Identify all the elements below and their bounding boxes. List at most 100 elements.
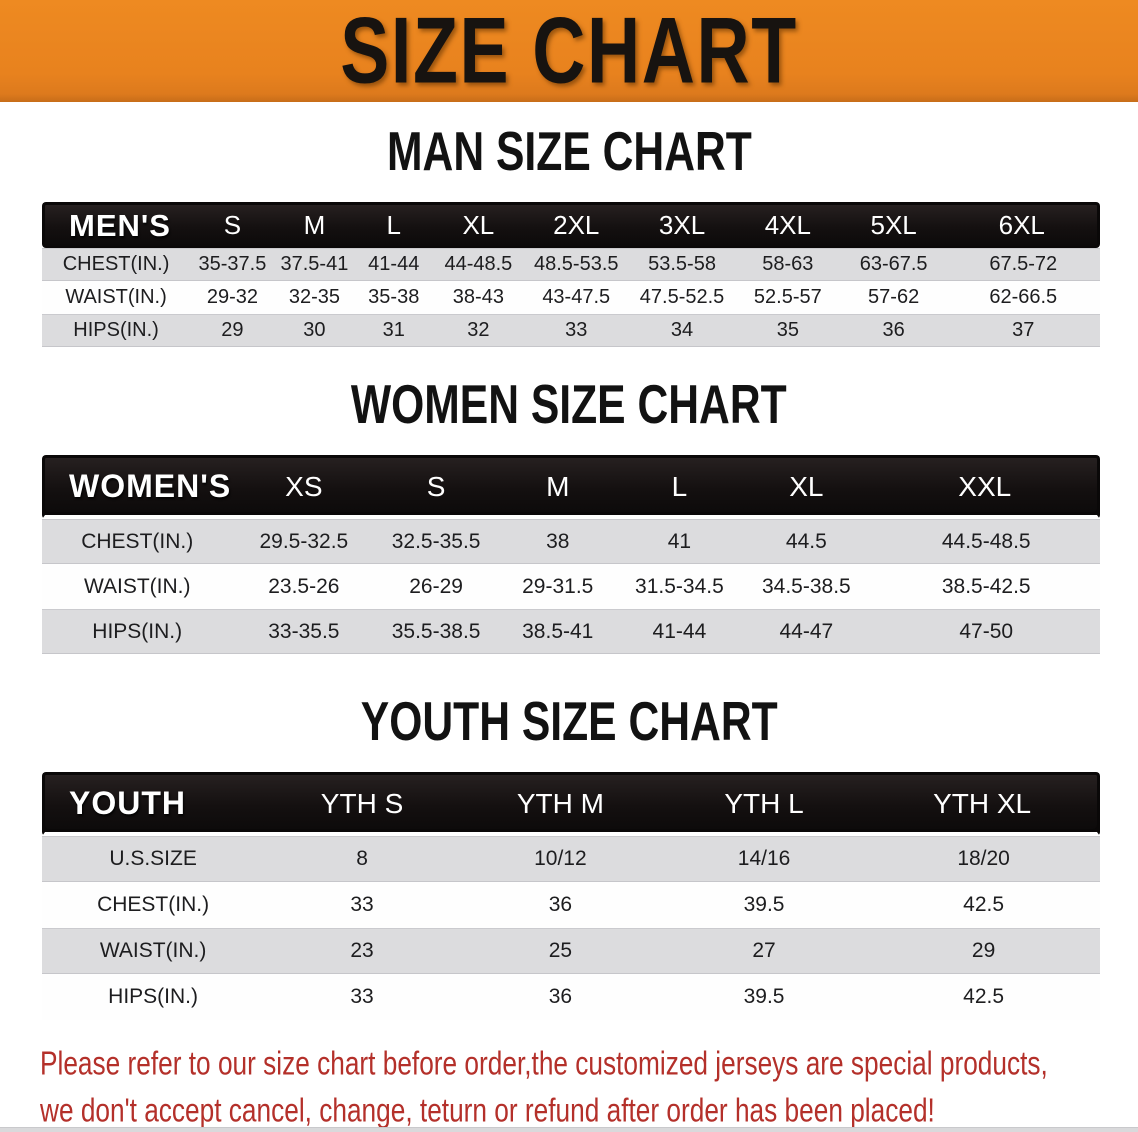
table-cell: 27 xyxy=(660,928,868,974)
table-cell: 67.5-72 xyxy=(946,248,1100,281)
table-cell: 41-44 xyxy=(618,609,741,654)
banner-title: SIZE CHART xyxy=(340,0,798,104)
row-label: HIPS(IN.) xyxy=(42,609,233,654)
column-header: XS xyxy=(232,455,376,519)
order-policy-note: Please refer to our size chart before or… xyxy=(40,1040,1138,1132)
table-cell: 29 xyxy=(190,314,275,347)
row-label: WAIST(IN.) xyxy=(42,928,265,974)
table-cell: 35 xyxy=(734,314,841,347)
table-cell: 62-66.5 xyxy=(946,281,1100,314)
column-header: M xyxy=(496,455,619,519)
table-cell: 38 xyxy=(496,519,619,564)
table-header-row: MEN'S S M L XL 2XL 3XL 4XL 5XL 6XL xyxy=(42,202,1100,248)
women-size-chart-title-text: WOMEN SIZE CHART xyxy=(351,374,787,436)
table-cell: 38-43 xyxy=(433,281,524,314)
table-cell: 63-67.5 xyxy=(840,248,947,281)
table-header-label: WOMEN'S xyxy=(42,455,233,519)
table-cell: 53.5-58 xyxy=(629,248,735,281)
table-cell: 35.5-38.5 xyxy=(375,609,497,654)
table-cell: 58-63 xyxy=(734,248,841,281)
table-cell: 36 xyxy=(840,314,947,347)
row-label: WAIST(IN.) xyxy=(42,564,233,609)
table-cell: 41 xyxy=(618,519,741,564)
table-cell: 47-50 xyxy=(872,609,1100,654)
table-row: U.S.SIZE 8 10/12 14/16 18/20 xyxy=(42,836,1100,882)
table-cell: 37.5-41 xyxy=(274,248,355,281)
table-cell: 39.5 xyxy=(660,882,868,928)
table-cell: 44-47 xyxy=(740,609,873,654)
row-label: CHEST(IN.) xyxy=(42,519,233,564)
table-cell: 23.5-26 xyxy=(232,564,376,609)
table-cell: 35-38 xyxy=(354,281,434,314)
table-cell: 8 xyxy=(264,836,460,882)
man-size-chart-title-text: MAN SIZE CHART xyxy=(386,121,752,183)
table-cell: 32.5-35.5 xyxy=(375,519,497,564)
table-cell: 29 xyxy=(867,928,1100,974)
table-row: HIPS(IN.) 33-35.5 35.5-38.5 38.5-41 41-44 44-… xyxy=(42,609,1100,654)
man-size-chart-title: MAN SIZE CHART xyxy=(0,121,1138,183)
table-cell: 26-29 xyxy=(375,564,497,609)
table-row: WAIST(IN.) 23 25 27 29 xyxy=(42,928,1100,974)
row-label: HIPS(IN.) xyxy=(42,974,265,1020)
column-header: S xyxy=(375,455,497,519)
table-cell: 33 xyxy=(523,314,630,347)
table-cell: 48.5-53.5 xyxy=(523,248,630,281)
table-cell: 31.5-34.5 xyxy=(618,564,741,609)
table-row: WAIST(IN.) 23.5-26 26-29 29-31.5 31.5-34.5 34… xyxy=(42,564,1100,609)
youth-size-table: YOUTH YTH S YTH M YTH L YTH XL U.S.SIZE 8 10/12… xyxy=(42,772,1100,1020)
column-header: S xyxy=(190,202,275,248)
table-cell: 38.5-41 xyxy=(496,609,619,654)
bottom-edge-divider xyxy=(0,1127,1138,1132)
women-size-chart-title: WOMEN SIZE CHART xyxy=(0,374,1138,436)
table-cell: 35-37.5 xyxy=(190,248,275,281)
table-cell: 42.5 xyxy=(867,974,1100,1020)
table-cell: 29.5-32.5 xyxy=(232,519,376,564)
table-cell: 34 xyxy=(629,314,735,347)
column-header: 5XL xyxy=(840,202,947,248)
column-header: YTH L xyxy=(660,772,868,836)
banner: SIZE CHART xyxy=(0,0,1138,102)
table-cell: 29-31.5 xyxy=(496,564,619,609)
table-header-row: YOUTH YTH S YTH M YTH L YTH XL xyxy=(42,772,1100,836)
table-cell: 33-35.5 xyxy=(232,609,376,654)
table-cell: 32 xyxy=(433,314,524,347)
table-cell: 25 xyxy=(459,928,661,974)
table-cell: 30 xyxy=(274,314,355,347)
column-header: 4XL xyxy=(734,202,841,248)
youth-size-chart-title-text: YOUTH SIZE CHART xyxy=(360,691,778,753)
table-cell: 33 xyxy=(264,882,460,928)
row-label: WAIST(IN.) xyxy=(42,281,191,314)
table-cell: 44-48.5 xyxy=(433,248,524,281)
table-header-label: YOUTH xyxy=(42,772,265,836)
table-cell: 43-47.5 xyxy=(523,281,630,314)
note-line-1: Please refer to our size chart before or… xyxy=(40,1044,1048,1082)
column-header: XL xyxy=(740,455,873,519)
mens-size-table: MEN'S S M L XL 2XL 3XL 4XL 5XL 6XL CHEST(IN.) 35-37… xyxy=(42,202,1100,347)
table-cell: 37 xyxy=(946,314,1100,347)
column-header: YTH S xyxy=(264,772,460,836)
column-header: YTH XL xyxy=(867,772,1100,836)
column-header: M xyxy=(274,202,355,248)
table-cell: 41-44 xyxy=(354,248,434,281)
table-cell: 29-32 xyxy=(190,281,275,314)
column-header: XXL xyxy=(872,455,1100,519)
table-cell: 42.5 xyxy=(867,882,1100,928)
table-cell: 38.5-42.5 xyxy=(872,564,1100,609)
row-label: U.S.SIZE xyxy=(42,836,265,882)
table-row: CHEST(IN.) 29.5-32.5 32.5-35.5 38 41 44.5 44.5… xyxy=(42,519,1100,564)
column-header: YTH M xyxy=(459,772,661,836)
table-cell: 31 xyxy=(354,314,434,347)
table-cell: 36 xyxy=(459,882,661,928)
table-row: HIPS(IN.) 33 36 39.5 42.5 xyxy=(42,974,1100,1020)
table-cell: 10/12 xyxy=(459,836,661,882)
column-header: XL xyxy=(433,202,524,248)
table-cell: 18/20 xyxy=(867,836,1100,882)
table-row: CHEST(IN.) 33 36 39.5 42.5 xyxy=(42,882,1100,928)
table-cell: 44.5-48.5 xyxy=(872,519,1100,564)
table-cell: 47.5-52.5 xyxy=(629,281,735,314)
row-label: CHEST(IN.) xyxy=(42,248,191,281)
table-cell: 32-35 xyxy=(274,281,355,314)
row-label: HIPS(IN.) xyxy=(42,314,191,347)
table-cell: 14/16 xyxy=(660,836,868,882)
